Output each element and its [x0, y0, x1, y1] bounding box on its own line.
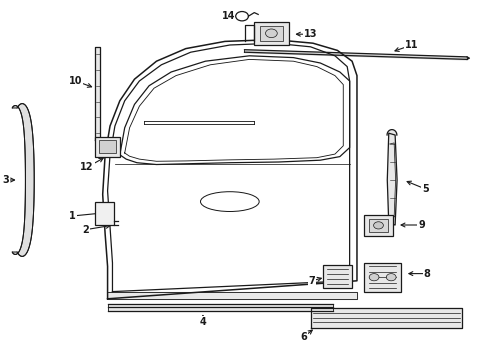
- FancyBboxPatch shape: [95, 202, 114, 225]
- Polygon shape: [310, 308, 461, 328]
- Polygon shape: [12, 104, 34, 256]
- Circle shape: [373, 222, 383, 229]
- Text: 7: 7: [308, 276, 315, 286]
- Polygon shape: [107, 292, 356, 299]
- Text: 2: 2: [82, 225, 89, 235]
- FancyBboxPatch shape: [322, 265, 351, 288]
- FancyBboxPatch shape: [364, 215, 392, 236]
- FancyBboxPatch shape: [260, 26, 282, 41]
- Text: 10: 10: [69, 76, 82, 86]
- FancyBboxPatch shape: [364, 263, 400, 292]
- Text: 13: 13: [303, 29, 317, 39]
- Text: 3: 3: [2, 175, 9, 185]
- Circle shape: [368, 274, 378, 281]
- Text: 5: 5: [421, 184, 428, 194]
- Polygon shape: [386, 133, 396, 225]
- Circle shape: [386, 274, 395, 281]
- FancyBboxPatch shape: [95, 137, 120, 157]
- FancyBboxPatch shape: [254, 22, 288, 45]
- Circle shape: [265, 29, 277, 37]
- Text: 4: 4: [199, 317, 206, 327]
- Text: 9: 9: [417, 220, 424, 230]
- FancyBboxPatch shape: [368, 219, 387, 232]
- Text: 11: 11: [404, 40, 418, 50]
- Polygon shape: [95, 47, 100, 140]
- Text: 12: 12: [80, 162, 94, 172]
- Text: 6: 6: [300, 332, 307, 342]
- Text: 1: 1: [69, 211, 76, 221]
- FancyBboxPatch shape: [99, 140, 116, 153]
- Text: 14: 14: [222, 11, 235, 21]
- Ellipse shape: [200, 192, 259, 211]
- Text: 8: 8: [423, 269, 429, 279]
- Circle shape: [235, 12, 248, 21]
